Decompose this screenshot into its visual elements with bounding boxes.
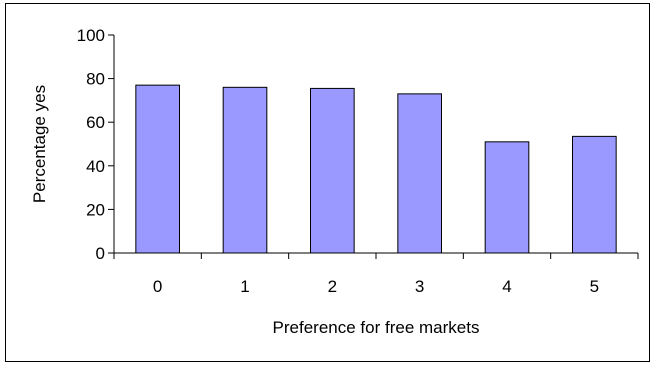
bar-0 [135,84,180,254]
bar-5 [572,135,617,254]
bar-4 [484,141,530,254]
y-tick-label: 40 [86,157,105,176]
y-tick-label: 100 [77,26,105,45]
x-tick-label: 1 [240,277,249,296]
bar-2 [310,87,355,254]
bar-1 [222,86,268,254]
y-tick-label: 20 [86,200,105,219]
x-tick-label: 3 [415,277,424,296]
y-axis-label: Percentage yes [30,85,49,203]
bar-3 [397,93,443,254]
x-tick-label: 5 [590,277,599,296]
y-tick-label: 80 [86,70,105,89]
y-ticks-group: 0 20 40 60 80 100 [77,26,114,263]
x-tick-label: 0 [153,277,162,296]
x-ticks-group: 0 1 2 3 4 5 [113,253,639,296]
x-tick-label: 2 [328,277,337,296]
x-axis-label: Preference for free markets [273,318,480,337]
y-tick-label: 60 [86,113,105,132]
y-tick-label: 0 [96,244,105,263]
bars-group [135,84,617,254]
x-tick-label: 4 [502,277,511,296]
